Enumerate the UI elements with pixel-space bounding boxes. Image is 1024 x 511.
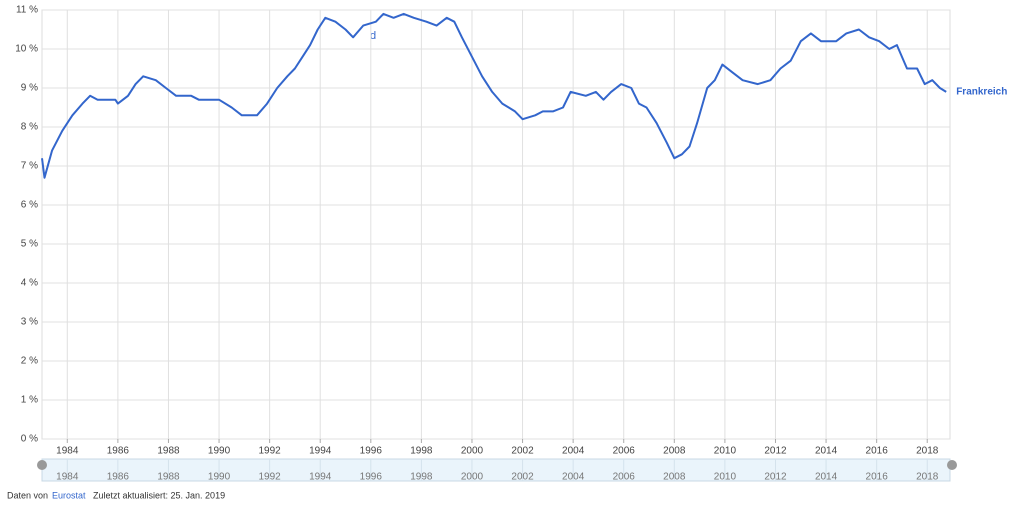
range-handle-right[interactable]: [947, 460, 957, 470]
x-tick-label: 2016: [866, 446, 889, 457]
navigator-label: 1988: [157, 472, 180, 483]
plot-area: [41, 9, 951, 440]
y-tick-label: 0 %: [21, 434, 38, 445]
x-tick-label: 2010: [714, 446, 737, 457]
x-tick-label: 2004: [562, 446, 585, 457]
y-tick-label: 9 %: [21, 83, 38, 94]
y-tick-label: 11 %: [16, 5, 38, 16]
series-line: [41, 12, 947, 179]
x-tick-label: 1992: [259, 446, 282, 457]
y-tick-label: 4 %: [21, 278, 38, 289]
navigator-label: 2008: [663, 472, 686, 483]
x-tick-label: 1996: [360, 446, 383, 457]
x-tick-label: 2000: [461, 446, 484, 457]
y-tick-label: 5 %: [21, 239, 38, 250]
x-tick-label: 1984: [56, 446, 79, 457]
navigator-label: 2004: [562, 472, 585, 483]
x-tick-label: 1998: [410, 446, 433, 457]
navigator-label: 2012: [764, 472, 787, 483]
x-tick-label: 1988: [157, 446, 180, 457]
x-tick-label: 1994: [309, 446, 332, 457]
x-tick-label: 2018: [916, 446, 939, 457]
x-tick-label: 2002: [511, 446, 534, 457]
series-label: Frankreich: [956, 87, 1007, 98]
navigator-label: 1992: [259, 472, 282, 483]
y-tick-label: 2 %: [21, 356, 38, 367]
x-tick-label: 2006: [613, 446, 636, 457]
navigator-label: 2014: [815, 472, 838, 483]
source-link[interactable]: Eurostat: [52, 490, 86, 500]
navigator-label: 2010: [714, 472, 737, 483]
annotation-flag[interactable]: d: [370, 30, 376, 42]
navigator-label: 2018: [916, 472, 939, 483]
y-tick-label: 6 %: [21, 200, 38, 211]
y-tick-label: 3 %: [21, 317, 38, 328]
x-tick-label: 2008: [663, 446, 686, 457]
navigator-label: 1994: [309, 472, 332, 483]
range-handle-left[interactable]: [37, 460, 47, 470]
navigator-label: 1984: [56, 472, 79, 483]
source-prefix: Daten von: [7, 490, 48, 500]
navigator-label: 2006: [613, 472, 636, 483]
navigator-label: 1990: [208, 472, 231, 483]
updated-note: Zuletzt aktualisiert: 25. Jan. 2019: [93, 490, 225, 500]
y-tick-label: 1 %: [21, 395, 38, 406]
navigator-label: 1998: [410, 472, 433, 483]
navigator-label: 2002: [511, 472, 534, 483]
navigator-label: 2016: [866, 472, 889, 483]
x-tick-label: 2012: [764, 446, 787, 457]
navigator-label: 1986: [107, 472, 130, 483]
y-tick-label: 7 %: [21, 161, 38, 172]
x-tick-label: 2014: [815, 446, 838, 457]
y-tick-label: 8 %: [21, 122, 38, 133]
navigator-label: 2000: [461, 472, 484, 483]
x-tick-label: 1986: [107, 446, 130, 457]
x-tick-label: 1990: [208, 446, 231, 457]
navigator-label: 1996: [360, 472, 383, 483]
y-tick-label: 10 %: [15, 44, 38, 55]
